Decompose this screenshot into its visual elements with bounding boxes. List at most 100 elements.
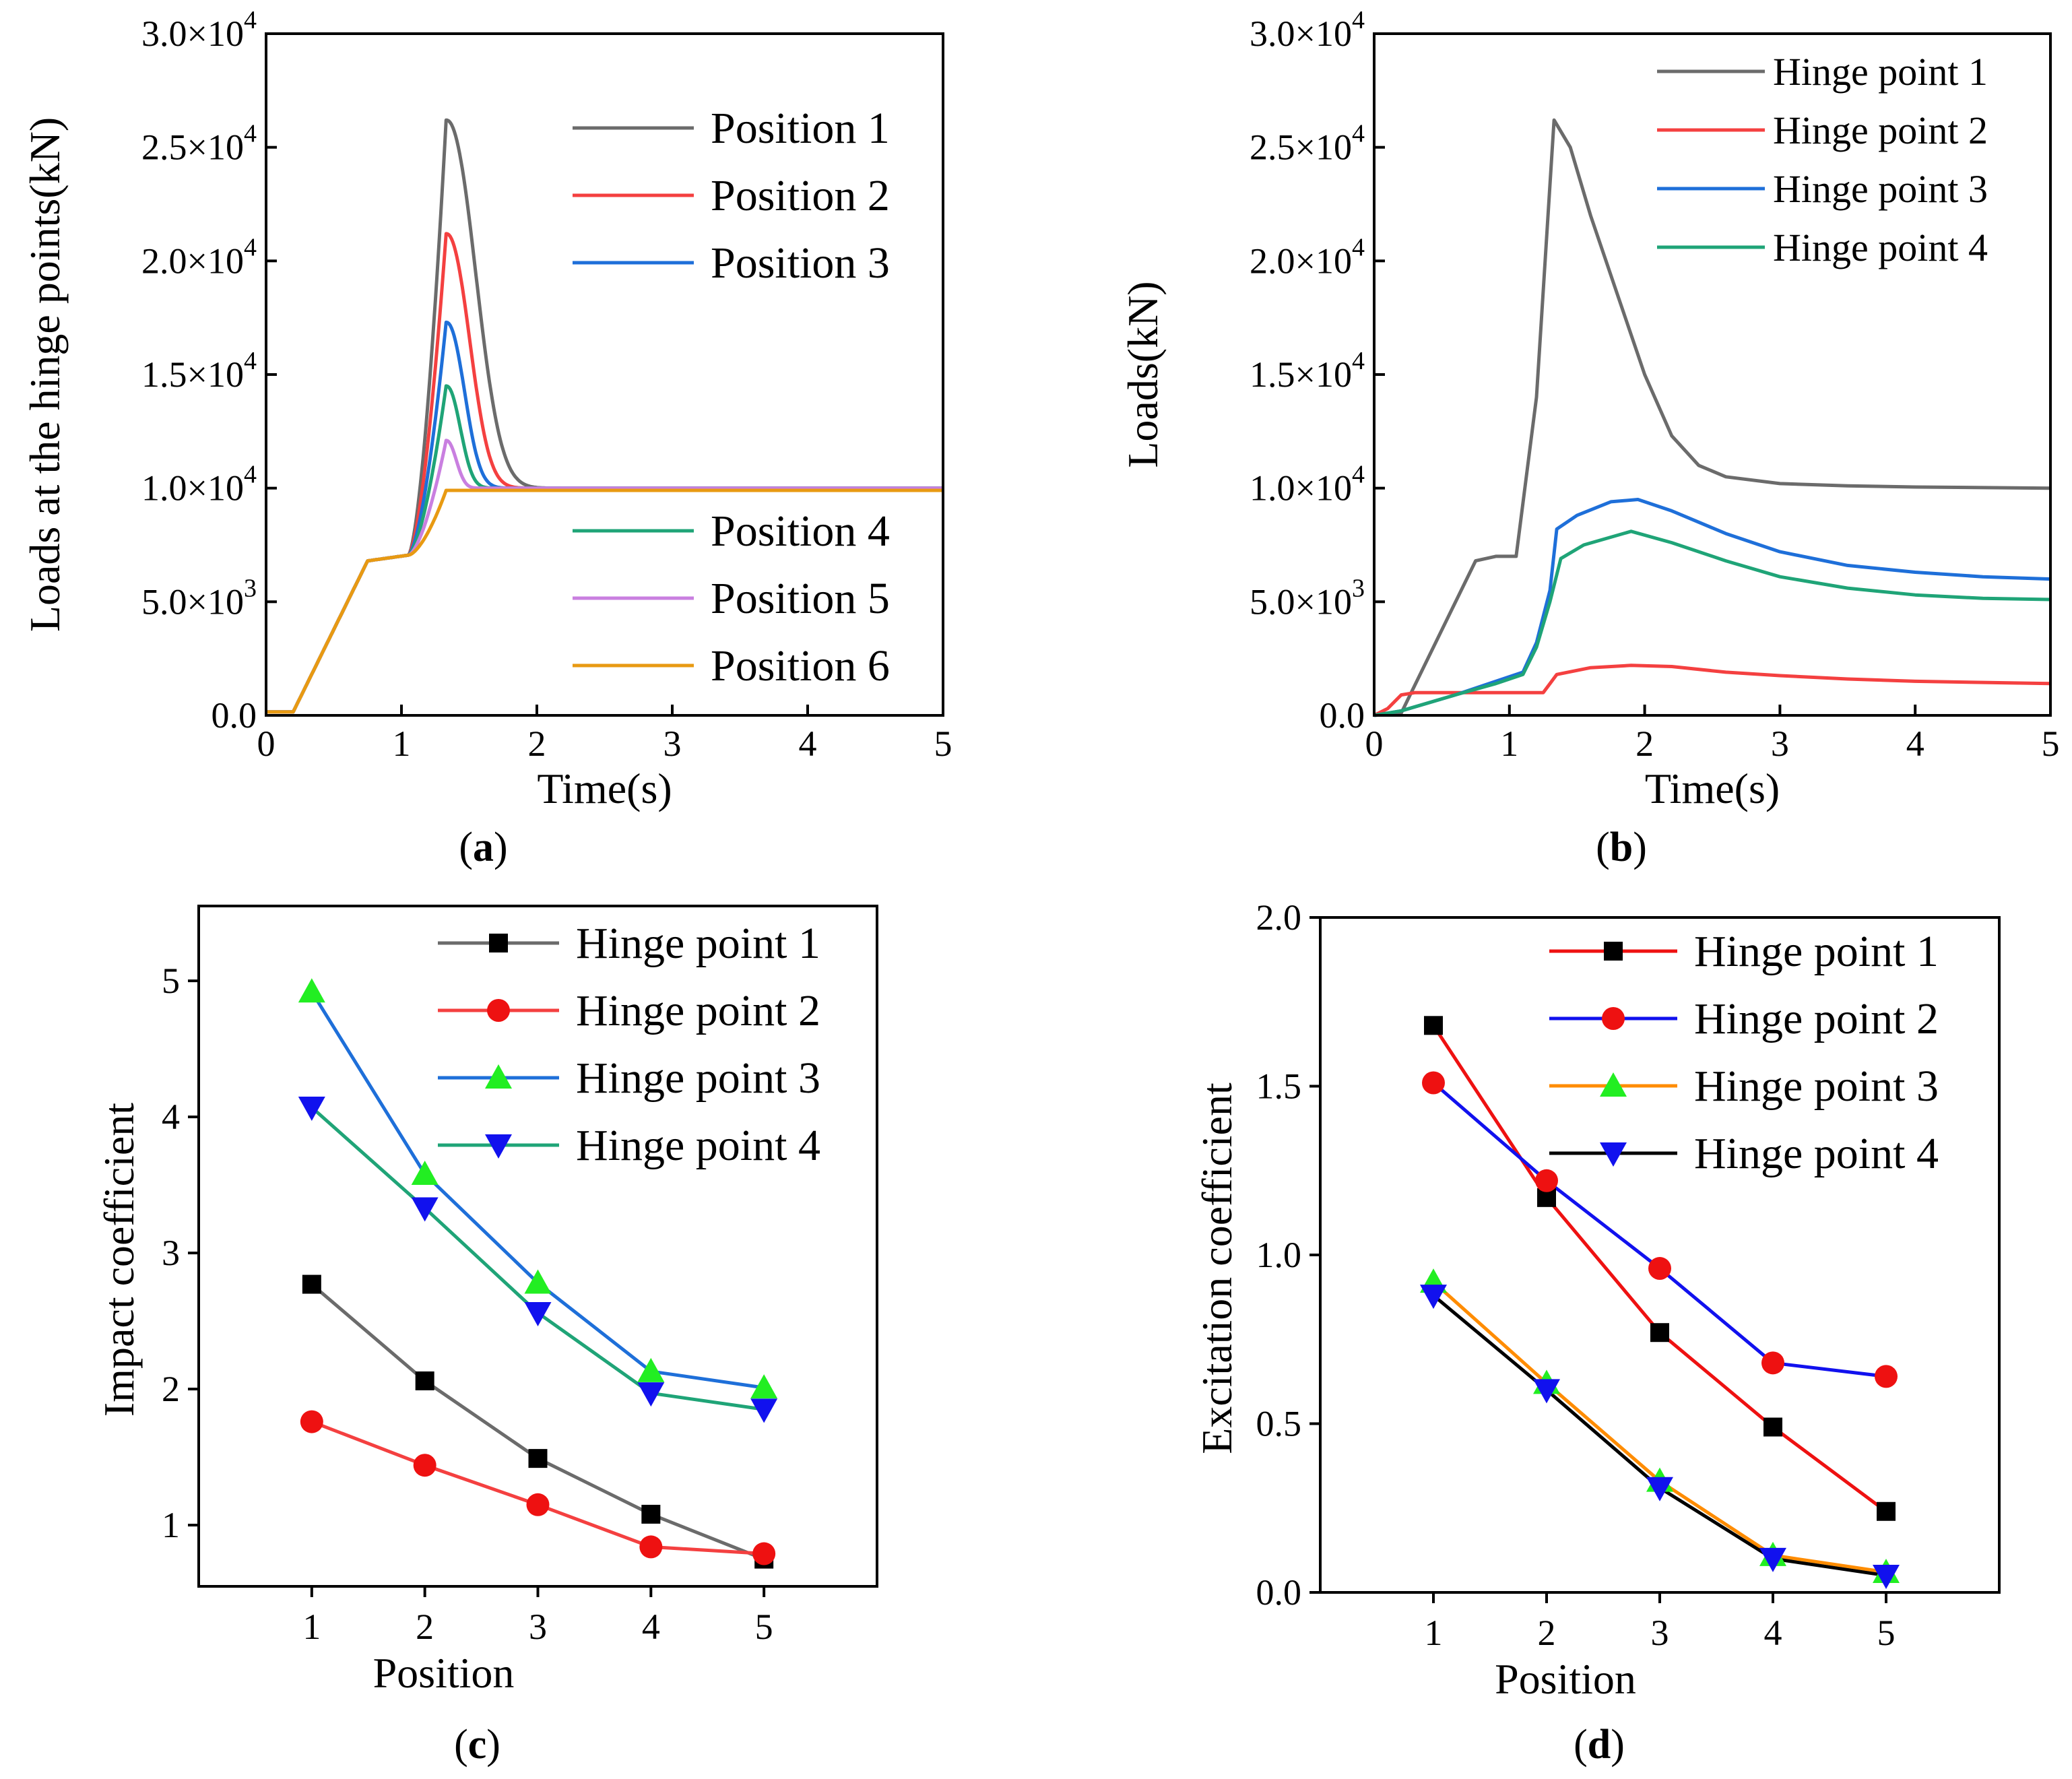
data-point-2-1 xyxy=(300,1410,323,1433)
caption-letter: b xyxy=(1610,824,1633,870)
data-point-2-2 xyxy=(1535,1169,1558,1192)
series-line-4 xyxy=(1373,529,2051,717)
y-tick-label: 0.0 xyxy=(1320,695,1365,736)
y-tick-label: 4 xyxy=(162,1097,180,1137)
legend-marker xyxy=(1600,1142,1627,1167)
panel-caption: (c) xyxy=(454,1722,500,1768)
plot-frame xyxy=(1319,916,2001,1594)
caption-paren: ( xyxy=(1596,824,1610,870)
y-tick-label: 5.0×103 xyxy=(1250,574,1365,622)
y-tick-mantissa: 2.5×10 xyxy=(141,127,244,168)
plot-frame xyxy=(1373,32,2052,717)
y-tick-mantissa: 1.0×10 xyxy=(141,468,244,509)
x-tick-label: 2 xyxy=(1538,1613,1556,1653)
caption-paren: ( xyxy=(1574,1722,1588,1768)
panel-b: 0 1 2 3 4 50.05.0×1031.0×1041.5×1042.0×1042.5… xyxy=(1119,6,2060,870)
data-point-3-3 xyxy=(524,1269,552,1294)
data-point-1-3 xyxy=(528,1449,548,1468)
legend-label: Hinge point 3 xyxy=(1773,167,1988,211)
legend-label: Position 4 xyxy=(711,507,890,556)
x-tick-label: 1 xyxy=(302,1607,321,1647)
series-line-3 xyxy=(1373,498,2051,717)
data-point-4-2 xyxy=(1533,1379,1560,1404)
y-tick-exponent: 4 xyxy=(244,233,257,261)
caption-letter: c xyxy=(468,1722,487,1768)
y-tick-exponent: 4 xyxy=(244,461,257,489)
data-point-4-4 xyxy=(637,1382,665,1407)
x-axis-label: Position xyxy=(1495,1655,1636,1703)
data-point-2-5 xyxy=(1875,1365,1898,1388)
legend-label: Hinge point 1 xyxy=(1773,50,1988,94)
legend-marker xyxy=(487,999,510,1022)
panel-c: 1 2 3 4 5 1 2 3 4 5 Position Impact coefficient (c) H… xyxy=(95,919,820,1768)
x-tick-label: 1 xyxy=(1425,1613,1443,1653)
y-tick-mantissa: 2.5×10 xyxy=(1250,127,1352,168)
data-point-2-3 xyxy=(1648,1257,1671,1281)
legend-label: Hinge point 3 xyxy=(1694,1062,1939,1111)
y-tick-label: 3 xyxy=(162,1233,180,1273)
data-point-2-1 xyxy=(1422,1071,1445,1095)
y-tick-mantissa: 0.0 xyxy=(212,695,257,736)
x-tick-label: 3 xyxy=(1651,1613,1669,1653)
x-tick-label: 5 xyxy=(1877,1613,1896,1653)
x-tick-label: 3 xyxy=(529,1607,547,1647)
y-tick-label: 2.0×104 xyxy=(1250,233,1365,281)
y-tick-label: 3.0×104 xyxy=(1250,6,1365,54)
x-tick-label: 2 xyxy=(1636,723,1654,764)
y-tick-label: 0.5 xyxy=(1256,1404,1302,1444)
y-tick-exponent: 4 xyxy=(244,120,257,148)
data-point-1-3 xyxy=(1650,1323,1669,1343)
series-line-2 xyxy=(265,232,944,714)
y-tick-label: 3.0×104 xyxy=(141,6,257,54)
legend-label: Hinge point 2 xyxy=(1694,994,1939,1043)
y-tick-mantissa: 1.5×10 xyxy=(141,354,244,395)
y-tick-mantissa: 5.0×10 xyxy=(141,581,244,622)
y-tick-mantissa: 1.0×10 xyxy=(1250,468,1352,509)
y-tick-label: 1.5×104 xyxy=(1250,347,1365,395)
legend-label: Hinge point 4 xyxy=(1694,1129,1939,1178)
x-tick-label: 0 xyxy=(257,723,276,764)
x-tick-label: 0 xyxy=(1365,723,1384,764)
y-tick-mantissa: 3.0×10 xyxy=(1250,13,1352,54)
legend-marker xyxy=(489,934,508,952)
data-point-2-5 xyxy=(752,1542,776,1565)
data-point-4-2 xyxy=(411,1197,439,1222)
y-tick-label: 2 xyxy=(162,1369,180,1409)
y-tick-label: 0.0 xyxy=(1256,1572,1302,1613)
data-point-1-2 xyxy=(415,1371,434,1390)
y-tick-label: 5 xyxy=(162,961,180,1001)
caption-paren: ( xyxy=(454,1722,468,1768)
panel-caption: (b) xyxy=(1596,824,1647,870)
series-line-6 xyxy=(265,488,944,714)
data-point-4-5 xyxy=(1873,1564,1900,1589)
y-tick-mantissa: 1.5×10 xyxy=(1250,354,1352,395)
legend-label: Position 6 xyxy=(711,641,890,690)
y-tick-exponent: 3 xyxy=(1352,574,1365,602)
y-axis-label: Excitation coefficient xyxy=(1193,1082,1241,1454)
x-axis-label: Position xyxy=(373,1649,515,1697)
y-tick-label: 1.5×104 xyxy=(141,347,257,395)
y-tick-label: 2.0 xyxy=(1256,897,1302,938)
series-line-1 xyxy=(1373,118,2051,717)
x-tick-label: 2 xyxy=(416,1607,434,1647)
series-line-2 xyxy=(1373,664,2051,717)
data-point-1-4 xyxy=(1763,1417,1782,1437)
x-axis-label: Time(s) xyxy=(537,765,672,812)
y-axis-label: Impact coefficient xyxy=(95,1103,143,1417)
y-tick-mantissa: 2.0×10 xyxy=(141,240,244,281)
caption-paren: ) xyxy=(1611,1722,1625,1768)
x-tick-label: 5 xyxy=(755,1607,773,1647)
data-point-4-1 xyxy=(298,1096,325,1121)
legend-label: Hinge point 1 xyxy=(576,919,820,968)
y-tick-label: 0.0 xyxy=(212,695,257,736)
y-tick-mantissa: 0.0 xyxy=(1320,695,1365,736)
data-point-1-4 xyxy=(641,1504,661,1524)
plot-frame xyxy=(197,905,878,1588)
data-point-4-1 xyxy=(1420,1285,1447,1309)
x-tick-label: 4 xyxy=(1906,723,1924,764)
x-tick-label: 5 xyxy=(2042,723,2060,764)
legend-label: Hinge point 1 xyxy=(1694,927,1939,976)
data-point-2-2 xyxy=(413,1454,436,1477)
legend-label: Hinge point 2 xyxy=(1773,108,1988,152)
data-point-1-1 xyxy=(302,1274,321,1294)
